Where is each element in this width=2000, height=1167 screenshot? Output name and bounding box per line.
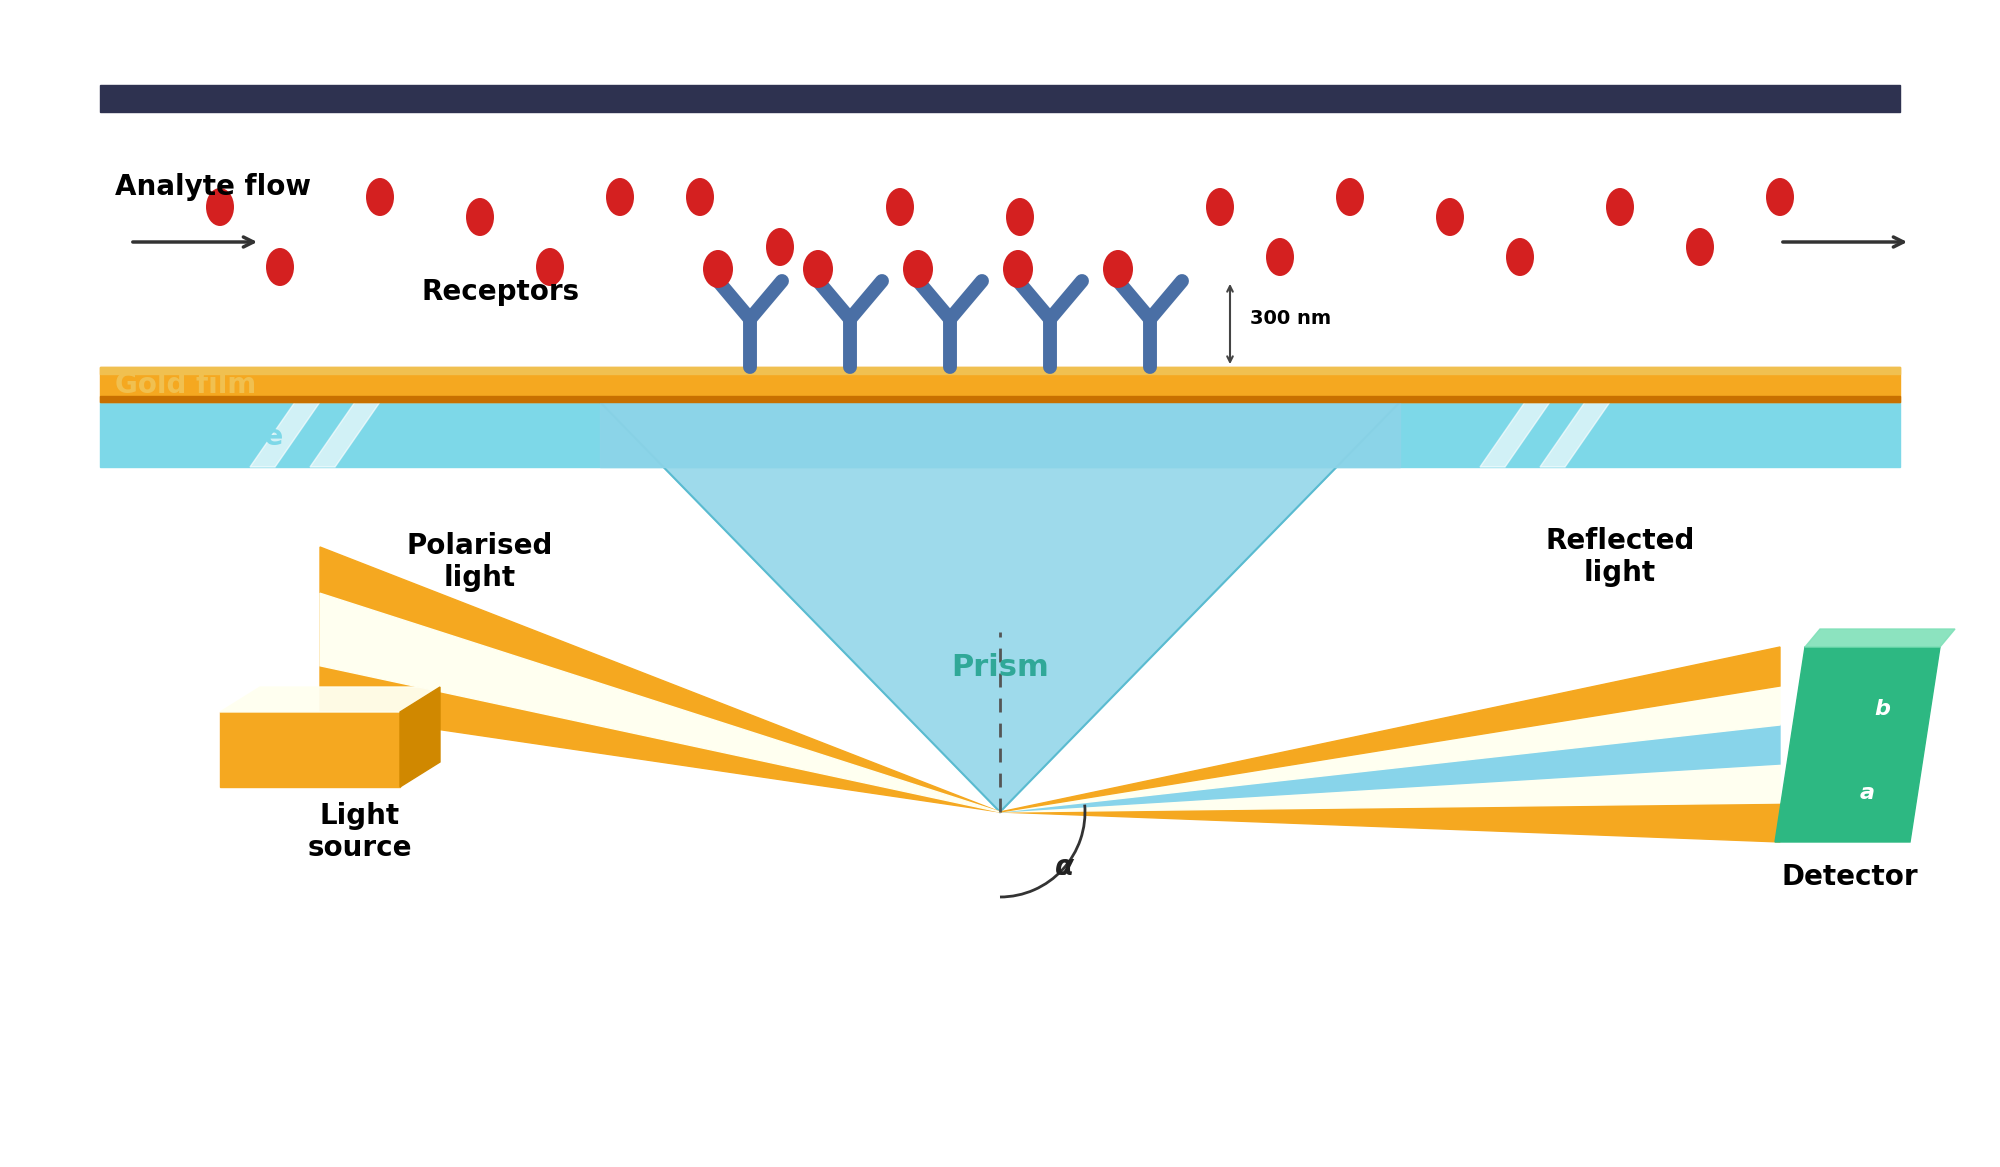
Ellipse shape — [536, 249, 564, 286]
Ellipse shape — [1206, 188, 1234, 226]
Text: Detector: Detector — [1782, 864, 1918, 890]
Polygon shape — [310, 401, 380, 467]
Polygon shape — [1540, 401, 1610, 467]
Ellipse shape — [1266, 238, 1294, 277]
Ellipse shape — [466, 198, 494, 236]
Ellipse shape — [366, 179, 394, 216]
Polygon shape — [1000, 686, 1780, 812]
Polygon shape — [1804, 629, 1956, 647]
Text: 300 nm: 300 nm — [1250, 309, 1332, 328]
Ellipse shape — [886, 188, 914, 226]
Ellipse shape — [904, 250, 932, 288]
Polygon shape — [600, 401, 1400, 812]
Polygon shape — [1000, 647, 1780, 812]
Polygon shape — [100, 366, 1900, 401]
Ellipse shape — [804, 250, 832, 288]
Polygon shape — [400, 687, 440, 787]
Polygon shape — [1000, 803, 1780, 843]
Text: a: a — [1860, 783, 1876, 803]
Polygon shape — [220, 687, 440, 712]
Polygon shape — [100, 366, 1900, 373]
Ellipse shape — [704, 250, 732, 288]
Ellipse shape — [1336, 179, 1364, 216]
Polygon shape — [320, 547, 1000, 812]
Ellipse shape — [1104, 250, 1132, 288]
Ellipse shape — [606, 179, 634, 216]
Text: b: b — [1874, 699, 1890, 719]
Ellipse shape — [1436, 198, 1464, 236]
Ellipse shape — [206, 188, 234, 226]
Text: Reflected
light: Reflected light — [1546, 526, 1694, 587]
Text: Gold film: Gold film — [114, 371, 256, 399]
Polygon shape — [1000, 764, 1780, 812]
Ellipse shape — [1686, 228, 1714, 266]
Polygon shape — [1000, 725, 1780, 812]
Ellipse shape — [1004, 250, 1032, 288]
Text: Light
source: Light source — [308, 802, 412, 862]
Polygon shape — [250, 401, 320, 467]
Polygon shape — [1480, 401, 1550, 467]
Ellipse shape — [766, 228, 794, 266]
Ellipse shape — [1006, 198, 1034, 236]
Ellipse shape — [686, 179, 714, 216]
Text: Analyte flow: Analyte flow — [114, 173, 312, 201]
Polygon shape — [100, 401, 1900, 467]
Polygon shape — [100, 85, 1900, 112]
Text: Glass slide: Glass slide — [114, 422, 284, 450]
Text: Polarised
light: Polarised light — [406, 532, 554, 592]
Polygon shape — [600, 401, 1400, 467]
Ellipse shape — [1766, 179, 1794, 216]
Text: α: α — [1056, 853, 1074, 881]
Text: Receptors: Receptors — [422, 278, 580, 306]
Ellipse shape — [1606, 188, 1634, 226]
Text: Prism: Prism — [952, 652, 1048, 682]
Ellipse shape — [266, 249, 294, 286]
Ellipse shape — [1506, 238, 1534, 277]
Polygon shape — [1776, 647, 1940, 843]
Polygon shape — [320, 593, 1000, 812]
Polygon shape — [220, 712, 400, 787]
Polygon shape — [100, 396, 1900, 401]
